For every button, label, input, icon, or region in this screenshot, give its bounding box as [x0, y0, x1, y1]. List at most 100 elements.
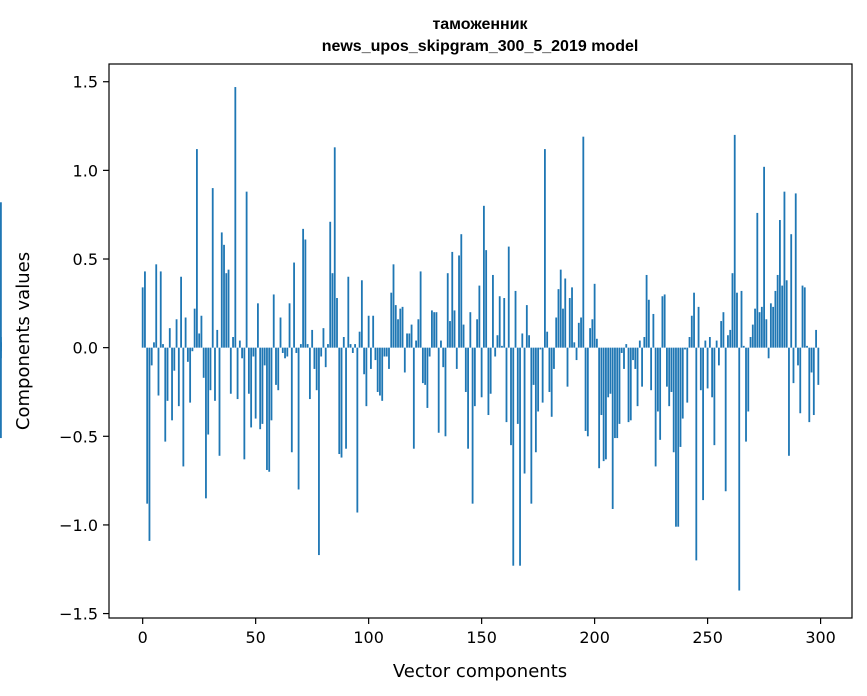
bar-253: [713, 347, 716, 446]
bar-303: [0, 202, 2, 348]
bar-227: [654, 347, 657, 467]
bar-203: [600, 347, 603, 416]
bar-229: [659, 347, 662, 440]
bar-100: [367, 315, 370, 348]
bar-52: [259, 347, 262, 430]
chart-subtitle: news_upos_skipgram_300_5_2019 model: [322, 38, 639, 55]
bar-35: [220, 232, 223, 348]
bar-243: [690, 315, 693, 348]
bar-262: [733, 134, 736, 348]
bar-123: [419, 271, 422, 348]
bar-16: [177, 347, 180, 407]
bar-215: [627, 347, 630, 423]
bar-270: [751, 324, 754, 348]
bar-77: [315, 347, 318, 391]
bar-97: [360, 280, 363, 348]
bar-156: [494, 347, 497, 357]
bar-220: [638, 340, 641, 348]
bar-30: [209, 347, 212, 391]
bar-138: [453, 310, 456, 348]
bar-28: [205, 347, 207, 499]
bar-211: [618, 347, 621, 424]
bar-186: [562, 308, 564, 348]
bar-149: [478, 285, 481, 348]
bar-126: [426, 347, 429, 408]
bar-282: [779, 220, 781, 348]
bar-15: [175, 319, 178, 348]
x-tick-label: 200: [579, 628, 610, 647]
bar-109: [388, 347, 390, 369]
bar-151: [482, 205, 485, 348]
bar-214: [625, 344, 628, 348]
bar-139: [455, 347, 458, 369]
bar-162: [507, 246, 510, 348]
bar-280: [774, 290, 777, 348]
bar-0: [141, 287, 144, 348]
bar-237: [677, 347, 680, 527]
bar-259: [727, 335, 729, 348]
y-axis-ticks: −1.5 −1.0 −0.5 0.0 0.5 1.0 1.5: [59, 73, 109, 624]
bar-164: [512, 347, 515, 566]
bar-103: [374, 347, 377, 361]
bar-22: [191, 347, 194, 352]
bar-45: [243, 347, 246, 460]
y-tick-label: −1.5: [59, 605, 98, 624]
bar-105: [379, 347, 381, 396]
bar-173: [532, 347, 535, 385]
bar-249: [704, 340, 707, 348]
bar-51: [257, 303, 259, 348]
bar-261: [731, 273, 734, 348]
bar-230: [661, 296, 664, 348]
bar-82: [327, 344, 329, 348]
bar-166: [516, 347, 519, 424]
bar-241: [686, 347, 689, 403]
bar-86: [336, 298, 338, 348]
bar-183: [555, 317, 558, 348]
bar-83: [329, 221, 332, 348]
bar-258: [724, 347, 727, 492]
bar-269: [749, 337, 752, 348]
bar-191: [573, 342, 576, 348]
bar-209: [614, 347, 616, 439]
bar-2: [146, 347, 149, 504]
bar-306: [0, 347, 2, 439]
y-tick-label: −0.5: [59, 427, 98, 446]
bar-240: [684, 347, 686, 350]
bar-29: [207, 347, 210, 435]
bar-71: [302, 228, 305, 348]
bar-81: [324, 347, 327, 368]
bar-93: [351, 347, 354, 353]
bar-222: [643, 337, 646, 348]
bar-121: [415, 340, 417, 348]
bar-216: [629, 347, 632, 421]
bar-245: [695, 347, 698, 561]
bar-281: [776, 274, 779, 348]
bar-84: [331, 273, 334, 348]
bar-25: [198, 333, 201, 348]
bar-143: [464, 347, 467, 392]
bar-244: [693, 292, 695, 348]
bar-266: [742, 345, 745, 348]
bar-296: [810, 347, 813, 373]
bar-131: [437, 347, 440, 433]
bar-12: [168, 328, 171, 348]
bar-288: [792, 347, 795, 384]
bar-267: [745, 347, 747, 442]
bar-88: [340, 347, 343, 458]
bar-3: [148, 347, 151, 541]
bar-287: [790, 234, 793, 348]
bar-212: [620, 347, 623, 353]
bar-53: [261, 347, 264, 424]
bar-171: [528, 335, 530, 348]
bar-219: [636, 347, 639, 407]
bar-128: [431, 310, 433, 348]
bar-273: [758, 312, 761, 348]
bar-279: [772, 306, 775, 348]
bar-67: [293, 262, 295, 348]
bar-20: [186, 347, 189, 362]
y-tick-label: 0.0: [73, 339, 98, 358]
bar-159: [501, 345, 503, 348]
bar-286: [788, 347, 790, 456]
bar-32: [214, 347, 216, 401]
